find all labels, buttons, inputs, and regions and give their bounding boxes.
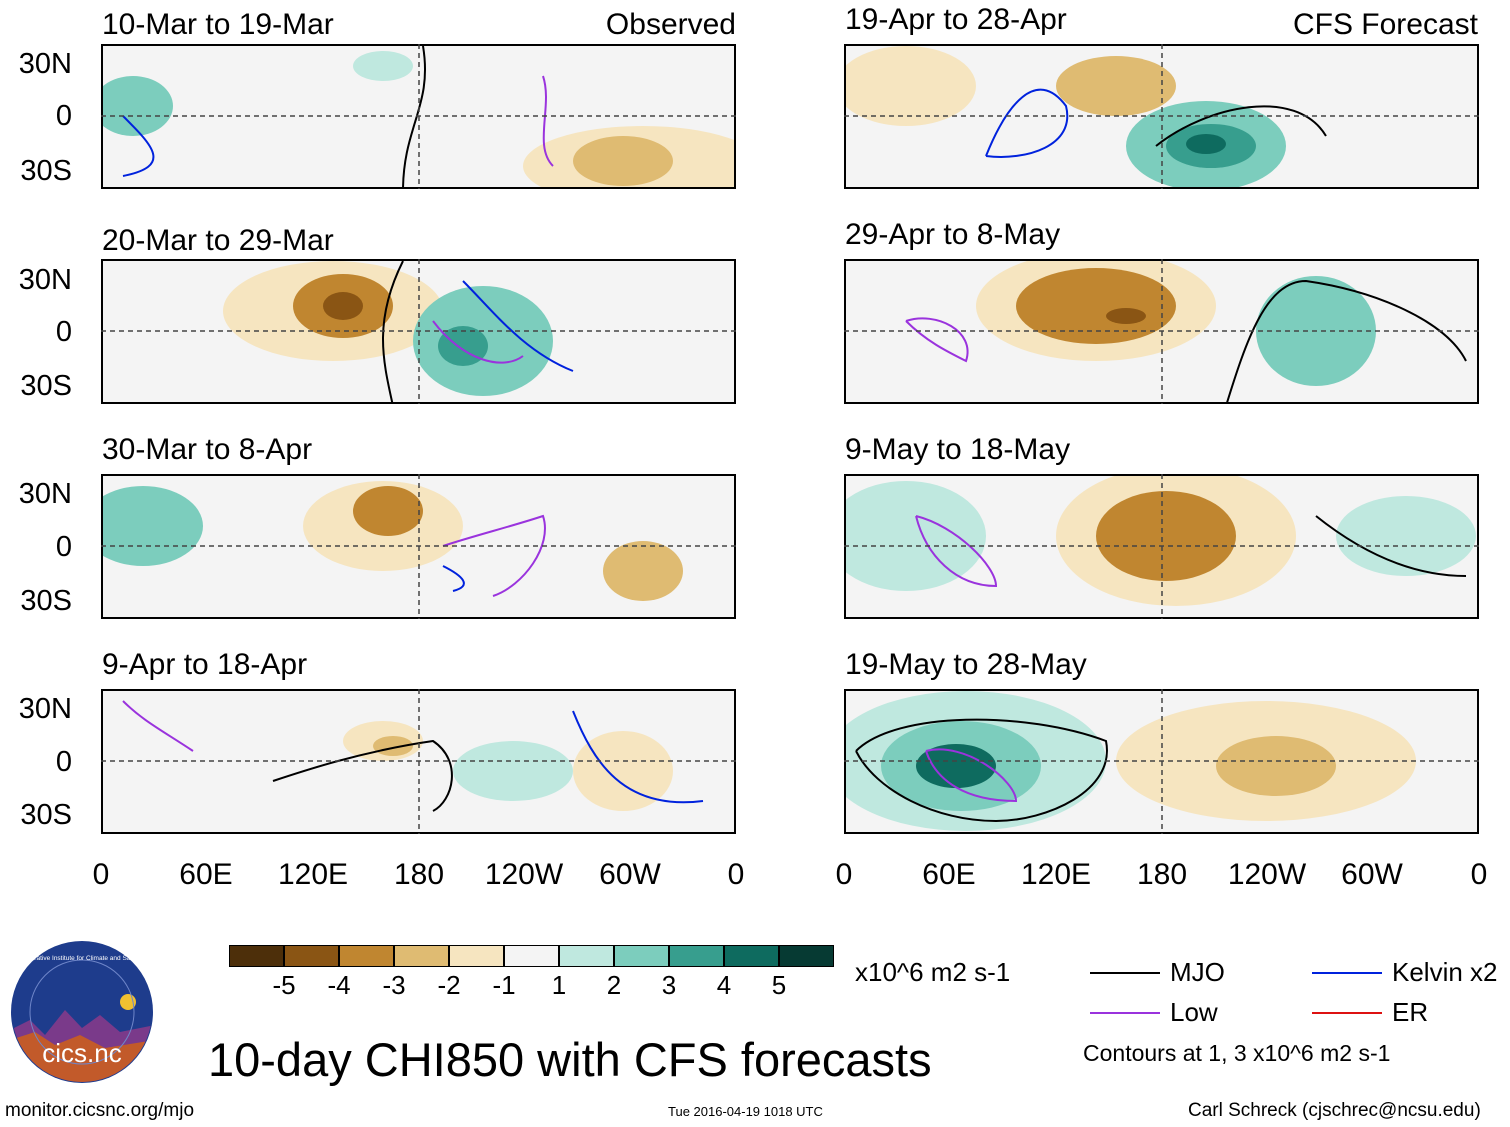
colorbar-tick-label: 5	[771, 970, 787, 1000]
panel-title-right-1: 19-Apr to 28-Apr	[845, 3, 1067, 36]
colorbar-tick-label: 4	[716, 970, 732, 1000]
colorbar-swatch	[669, 945, 724, 967]
footer-timestamp: Tue 2016-04-19 1018 UTC	[668, 1104, 823, 1119]
colorbar-swatch	[339, 945, 394, 967]
legend-low-label: Low	[1170, 997, 1218, 1027]
colorbar-units: x10^6 m2 s-1	[855, 957, 1011, 987]
footer-url: monitor.cicsnc.org/mjo	[5, 1100, 195, 1121]
colorbar-swatch	[394, 945, 449, 967]
lat-label-30s-3: 30S	[20, 585, 72, 617]
colorbar-tick-label: 1	[551, 970, 567, 1000]
panel-title-left-3: 30-Mar to 8-Apr	[102, 433, 313, 466]
lon-label-right-180: 180	[1136, 858, 1188, 891]
colorbar-swatch	[229, 945, 284, 967]
colorbar-tick-label: -1	[492, 970, 516, 1000]
panel-title-right-2: 29-Apr to 8-May	[845, 218, 1061, 251]
map-anomaly-left-1	[103, 46, 734, 187]
lon-label-right-0-end: 0	[1470, 858, 1488, 891]
legend-er-label: ER	[1392, 997, 1429, 1027]
panel-title-left-1: 10-Mar to 19-Mar	[102, 8, 334, 41]
legend-kelvin-line	[1312, 972, 1382, 974]
map-anomaly-right-1	[846, 46, 1327, 187]
legend-mjo-line	[1090, 972, 1160, 974]
lon-label-left-120w: 120W	[484, 858, 564, 891]
contours-note: Contours at 1, 3 x10^6 m2 s-1	[1083, 1040, 1391, 1066]
colorbar-swatch	[504, 945, 559, 967]
lat-label-30n-3: 30N	[18, 478, 72, 510]
panel-title-right-3: 9-May to 18-May	[845, 433, 1071, 466]
lat-label-0-3: 0	[55, 531, 72, 563]
colorbar-swatch	[449, 945, 504, 967]
forecast-label: CFS Forecast	[1292, 8, 1478, 41]
panel-title-left-4: 9-Apr to 18-Apr	[102, 648, 308, 681]
cics-logo: cics.nc Cooperative Institute for Climat…	[11, 941, 153, 1083]
colorbar-swatch	[724, 945, 779, 967]
legend-er-line	[1312, 1012, 1382, 1014]
lat-label-0-1: 0	[55, 100, 72, 132]
footer-author: Carl Schreck (cjschrec@ncsu.edu)	[1188, 1100, 1481, 1121]
observed-label: Observed	[605, 8, 736, 41]
colorbar-swatch	[614, 945, 669, 967]
lat-label-30s-2: 30S	[20, 370, 72, 402]
colorbar-tick-label: 3	[661, 970, 677, 1000]
map-panel-left-1	[101, 44, 736, 189]
lon-label-right-0: 0	[835, 858, 853, 891]
lon-label-right-120w: 120W	[1227, 858, 1307, 891]
lat-label-30s-4: 30S	[20, 799, 72, 831]
colorbar-tick-label: -5	[272, 970, 296, 1000]
lon-label-left-60w: 60W	[599, 858, 661, 891]
colorbar-tick-label: -2	[437, 970, 461, 1000]
legend-kelvin-label: Kelvin x2	[1392, 957, 1498, 987]
lat-label-30n-4: 30N	[18, 693, 72, 725]
colorbar-swatch	[559, 945, 614, 967]
lon-label-left-180: 180	[393, 858, 445, 891]
colorbar-swatch	[779, 945, 834, 967]
colorbar-tick-label: -3	[382, 970, 406, 1000]
lon-label-right-60e: 60E	[922, 858, 976, 891]
lon-label-right-120e: 120E	[1020, 858, 1092, 891]
lon-label-right-60w: 60W	[1341, 858, 1403, 891]
lat-label-0-4: 0	[55, 746, 72, 778]
main-title: 10-day CHI850 with CFS forecasts	[208, 1033, 932, 1086]
legend-low-line	[1090, 1012, 1160, 1014]
colorbar-swatch	[284, 945, 339, 967]
map-anomaly-right-3	[846, 476, 1476, 606]
colorbar-tick-label: 2	[606, 970, 622, 1000]
colorbar-tick-label: -4	[327, 970, 351, 1000]
lat-label-30n-2: 30N	[18, 264, 72, 296]
lon-label-left-120e: 120E	[277, 858, 349, 891]
lat-label-30n-1: 30N	[18, 48, 72, 80]
map-anomaly-left-4	[122, 700, 704, 812]
lon-label-left-60e: 60E	[179, 858, 233, 891]
logo-ring-text: Cooperative Institute for Climate and Sa…	[15, 955, 149, 962]
map-anomaly-right-4	[846, 691, 1416, 831]
panel-title-left-2: 20-Mar to 29-Mar	[102, 224, 334, 257]
lon-label-left-0: 0	[92, 858, 110, 891]
panel-title-right-4: 19-May to 28-May	[845, 648, 1087, 681]
grid-overlay	[101, 44, 1479, 834]
map-anomaly-left-2	[223, 261, 574, 402]
logo-text: cics.nc	[42, 1038, 121, 1068]
lat-label-0-2: 0	[55, 316, 72, 348]
lat-label-30s-1: 30S	[20, 155, 72, 187]
lon-label-left-0-end: 0	[727, 858, 745, 891]
legend-mjo-label: MJO	[1170, 957, 1225, 987]
